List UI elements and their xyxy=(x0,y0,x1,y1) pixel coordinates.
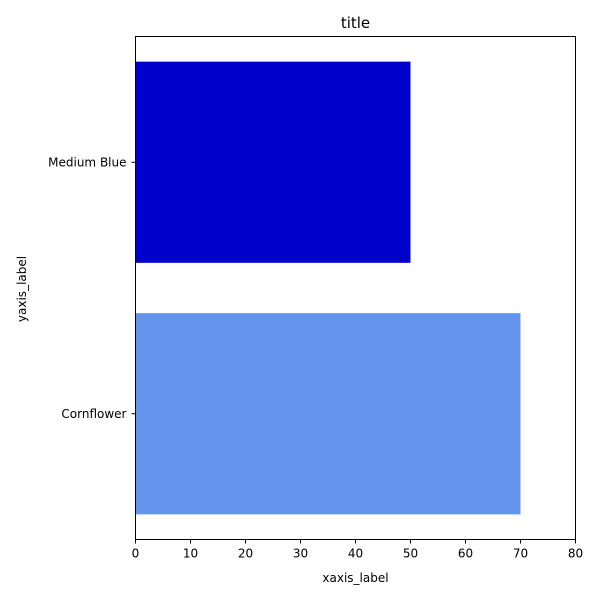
x-tick-label: 70 xyxy=(513,547,528,561)
x-axis-label: xaxis_label xyxy=(322,571,388,585)
x-tick-label: 20 xyxy=(238,547,253,561)
y-tick-label: Medium Blue xyxy=(48,155,126,169)
y-tick-label: Cornflower xyxy=(61,407,126,421)
chart-title: title xyxy=(341,14,370,32)
x-tick-label: 80 xyxy=(568,547,583,561)
bar-cornflower xyxy=(135,313,521,515)
x-tick-label: 0 xyxy=(132,547,140,561)
y-ticks-layer: Cornflower Medium Blue xyxy=(48,155,136,421)
plot-frame xyxy=(135,36,576,540)
bars-layer xyxy=(135,61,521,515)
x-tick-label: 30 xyxy=(293,547,308,561)
bar-medium-blue xyxy=(135,61,411,263)
y-axis-label: yaxis_label xyxy=(15,256,29,322)
x-tick-label: 60 xyxy=(458,547,473,561)
x-tick-label: 10 xyxy=(183,547,198,561)
x-ticks-layer: 0 10 20 30 40 50 60 70 80 xyxy=(132,539,583,561)
x-tick-label: 50 xyxy=(403,547,418,561)
x-tick-label: 40 xyxy=(348,547,363,561)
